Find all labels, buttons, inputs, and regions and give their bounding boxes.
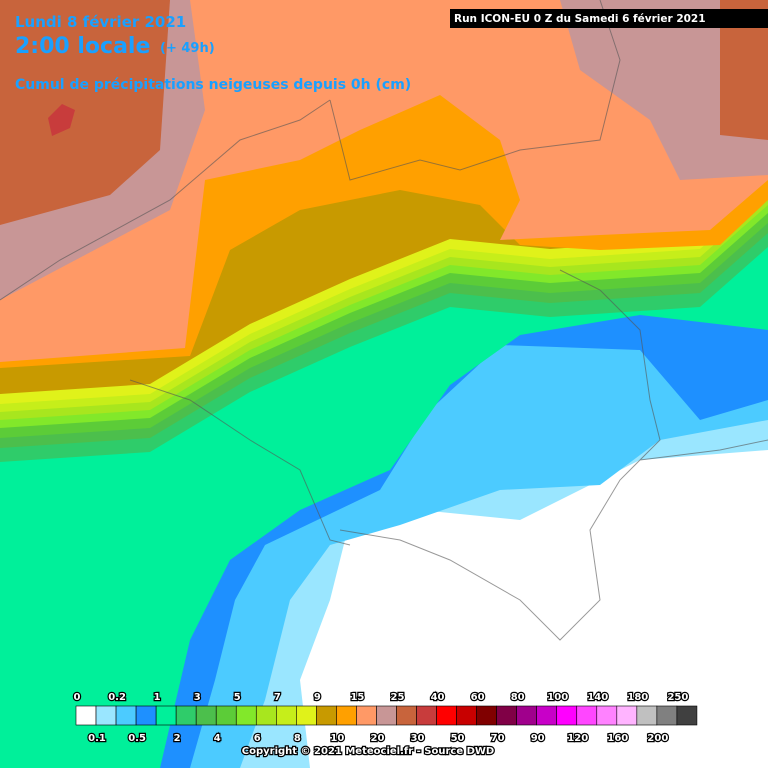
legend-label: 6 xyxy=(254,733,261,744)
lead-time: (+ 49h) xyxy=(160,41,215,56)
legend: 0 0.1 0.2 0.5 1 2 3 4 5 6 7 8 9 10 15 20 25 30 40 50 60 70 80 9… xyxy=(72,691,698,745)
date: Lundi 8 février 2021 xyxy=(15,13,186,31)
legend-swatch xyxy=(676,705,698,726)
legend-label: 30 xyxy=(411,733,425,744)
legend-label: 3 xyxy=(194,692,201,703)
borders xyxy=(0,0,768,641)
legend-swatch xyxy=(75,705,97,726)
legend-swatch xyxy=(95,705,117,726)
legend-swatch xyxy=(155,705,177,726)
zone xyxy=(48,104,75,136)
legend-label: 4 xyxy=(214,733,221,744)
legend-swatch xyxy=(135,705,157,726)
legend-label: 80 xyxy=(511,692,525,703)
legend-swatch xyxy=(275,705,297,726)
legend-swatch xyxy=(175,705,197,726)
legend-label: 5 xyxy=(234,692,241,703)
legend-swatch xyxy=(656,705,678,726)
zone xyxy=(720,0,768,140)
run-info: Run ICON-EU 0 Z du Samedi 6 février 2021 xyxy=(454,13,706,25)
legend-swatch xyxy=(536,705,558,726)
legend-swatch xyxy=(556,705,578,726)
legend-label: 25 xyxy=(391,692,405,703)
legend-swatch xyxy=(616,705,638,726)
legend-swatch xyxy=(636,705,658,726)
legend-swatch xyxy=(396,705,417,726)
time: 2:00 locale xyxy=(15,34,150,59)
legend-swatch xyxy=(496,705,517,726)
legend-label: 180 xyxy=(627,692,648,703)
legend-label: 2 xyxy=(174,733,181,744)
legend-label: 70 xyxy=(491,733,505,744)
legend-label: 15 xyxy=(350,692,364,703)
legend-label: 0.1 xyxy=(88,733,106,744)
copyright: Copyright © 2021 Meteociel.fr - Source D… xyxy=(242,746,494,757)
zone xyxy=(560,0,768,180)
legend-label: 9 xyxy=(314,692,321,703)
legend-swatch xyxy=(576,705,598,726)
legend-swatch xyxy=(596,705,618,726)
legend-swatch xyxy=(516,705,537,726)
legend-label: 140 xyxy=(587,692,608,703)
legend-swatch xyxy=(235,705,257,726)
legend-label: 250 xyxy=(667,692,688,703)
legend-swatch xyxy=(336,705,357,726)
legend-swatch xyxy=(376,705,397,726)
legend-swatch xyxy=(416,705,437,726)
legend-swatch xyxy=(456,705,477,726)
legend-label: 200 xyxy=(647,733,668,744)
legend-label: 0 xyxy=(74,692,81,703)
legend-swatch xyxy=(255,705,277,726)
legend-swatch xyxy=(356,705,377,726)
legend-label: 8 xyxy=(294,733,301,744)
legend-label: 60 xyxy=(471,692,485,703)
legend-label: 1 xyxy=(154,692,161,703)
legend-swatch xyxy=(436,705,457,726)
run-box xyxy=(450,9,768,28)
legend-swatch xyxy=(296,705,317,726)
legend-label: 0.5 xyxy=(128,733,146,744)
legend-label: 100 xyxy=(547,692,568,703)
legend-label: 10 xyxy=(330,733,344,744)
legend-label: 50 xyxy=(451,733,465,744)
legend-label: 20 xyxy=(370,733,384,744)
legend-label: 90 xyxy=(531,733,545,744)
legend-swatch xyxy=(195,705,217,726)
legend-label: 40 xyxy=(431,692,445,703)
legend-label: 0.2 xyxy=(108,692,126,703)
legend-swatch xyxy=(316,705,337,726)
zone xyxy=(0,0,170,225)
legend-swatch xyxy=(476,705,497,726)
legend-swatch xyxy=(115,705,137,726)
legend-label: 120 xyxy=(567,733,588,744)
legend-label: 7 xyxy=(274,692,281,703)
legend-swatch xyxy=(215,705,237,726)
subtitle: Cumul de précipitations neigeuses depuis… xyxy=(15,77,411,93)
legend-label: 160 xyxy=(607,733,628,744)
